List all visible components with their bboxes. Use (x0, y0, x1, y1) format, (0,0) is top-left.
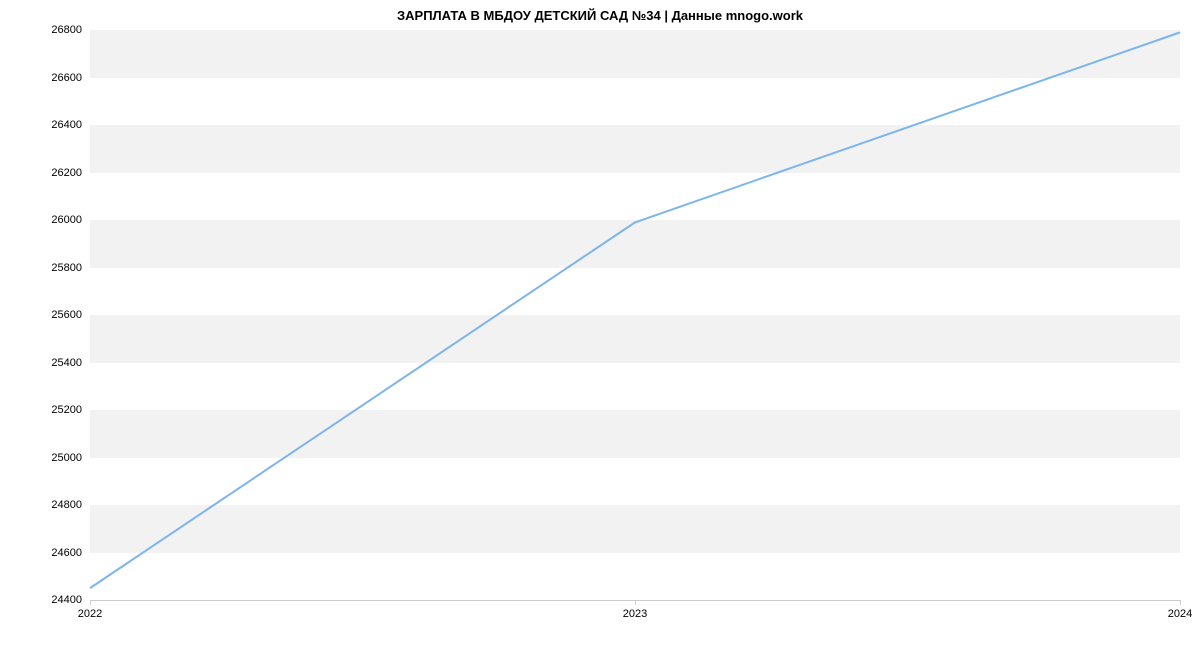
salary-chart: ЗАРПЛАТА В МБДОУ ДЕТСКИЙ САД №34 | Данны… (0, 0, 1200, 650)
x-tick-mark (90, 600, 91, 605)
x-tick-label: 2022 (78, 608, 102, 620)
y-tick-label: 24400 (51, 594, 82, 606)
series-salary (90, 32, 1180, 588)
y-tick-label: 26000 (51, 214, 82, 226)
plot-area: 2440024600248002500025200254002560025800… (90, 30, 1180, 600)
x-tick-mark (1180, 600, 1181, 605)
y-tick-label: 25000 (51, 452, 82, 464)
y-tick-label: 26600 (51, 72, 82, 84)
y-tick-label: 26400 (51, 119, 82, 131)
x-tick-mark (635, 600, 636, 605)
y-tick-label: 25200 (51, 404, 82, 416)
y-tick-label: 26200 (51, 167, 82, 179)
line-layer (90, 30, 1180, 600)
y-tick-label: 24600 (51, 547, 82, 559)
x-tick-label: 2023 (623, 608, 647, 620)
x-tick-label: 2024 (1168, 608, 1192, 620)
y-tick-label: 26800 (51, 24, 82, 36)
chart-title: ЗАРПЛАТА В МБДОУ ДЕТСКИЙ САД №34 | Данны… (0, 8, 1200, 23)
y-tick-label: 25600 (51, 309, 82, 321)
y-tick-label: 25800 (51, 262, 82, 274)
y-tick-label: 24800 (51, 499, 82, 511)
y-tick-label: 25400 (51, 357, 82, 369)
